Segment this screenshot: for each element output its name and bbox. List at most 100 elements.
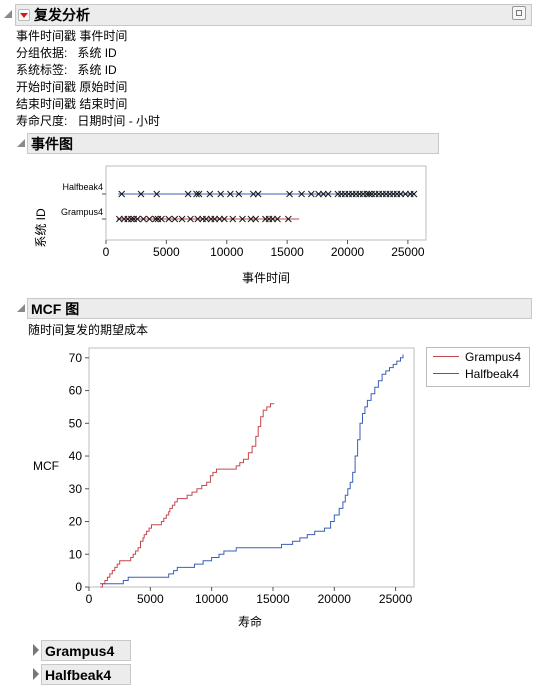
info-key: 开始时间戳 [16,80,77,94]
event-plot-marks [115,190,418,223]
report-disclosure-icon[interactable] [4,10,12,18]
halfbeak4-section-header[interactable]: Halfbeak4 [41,664,131,685]
x-tick-label: 0 [103,245,110,259]
mcf-plot-xlabel: 寿命 [238,614,262,629]
event-point [195,190,203,198]
grampus4-section-title: Grampus4 [45,642,115,659]
pin-icon[interactable] [512,6,526,20]
x-tick-label: 25000 [379,592,413,606]
event-point [171,215,179,223]
event-plot-frame [105,165,427,241]
x-tick-label: 5000 [153,245,180,259]
event-point [298,190,305,198]
mcf-plot-title: MCF 图 [31,300,80,317]
mcf-legend: Grampus4 Halfbeak4 [426,347,530,387]
event-point [216,215,223,223]
y-tick-label: Grampus4 [61,207,103,217]
event-point [235,190,243,198]
event-plot-header: 事件图 [27,133,439,154]
event-point [229,215,237,223]
event-plot-disclosure-icon[interactable] [17,139,25,147]
event-point [137,190,145,198]
mcf-plot-chart: 0 5000 10000 15000 20000 25000 0 10 20 30 40 50 60 7… [33,347,415,629]
mcf-plot-header: MCF 图 [27,298,532,319]
y-tick-label: 0 [75,580,82,594]
event-point [269,215,276,223]
event-point [252,215,260,223]
event-point [128,215,135,223]
x-tick-label: 25000 [391,245,425,259]
x-tick-label: 10000 [210,245,244,259]
x-tick-label: 0 [86,592,93,606]
event-point [402,190,409,198]
event-point [239,215,246,223]
y-tick-label: 30 [69,482,83,496]
event-point [194,215,202,223]
info-line: 分组依据: 系统 ID [16,45,117,62]
x-tick-label: 5000 [137,592,164,606]
x-tick-label: 15000 [270,245,304,259]
legend-swatch-halfbeak4 [433,373,459,374]
info-value: 结束时间 [79,97,128,111]
y-tick-label: 70 [69,351,83,365]
event-point [118,190,126,198]
info-key: 系统标签: [16,63,68,77]
mcf-plot-lines [100,354,404,588]
event-point [284,215,292,223]
event-point [184,190,192,198]
x-tick-label: 20000 [331,245,365,259]
event-point [286,190,293,198]
info-key: 事件时间戳 [16,29,77,43]
event-point [365,190,373,198]
legend-label: Grampus4 [465,349,522,364]
mcf-plot-disclosure-icon[interactable] [17,304,25,312]
event-point [153,190,161,198]
x-tick-label: 20000 [318,592,352,606]
event-point [220,215,228,223]
event-plot-x-axis: 0 5000 10000 15000 20000 25000 [103,240,425,259]
grampus4-section-header[interactable]: Grampus4 [41,640,131,661]
info-line: 系统标签: 系统 ID [16,62,117,79]
event-point [363,190,371,198]
event-point [227,190,234,198]
event-point [211,215,219,223]
event-point [140,215,147,223]
info-value: 系统 ID [77,63,117,77]
red-triangle-menu-icon[interactable] [18,9,30,21]
event-point [315,190,322,198]
legend-swatch-grampus4 [433,356,459,357]
mcf-plot-y-axis: 0 10 20 30 40 50 60 70 [69,351,89,594]
info-key: 寿命尺度: [16,114,68,128]
x-tick-label: 15000 [256,592,290,606]
mcf-plot-x-axis: 0 5000 10000 15000 20000 25000 [86,587,413,606]
event-point [249,190,257,198]
event-point [165,215,173,223]
event-point [146,215,153,223]
info-value: 系统 ID [77,46,117,60]
report-title: 复发分析 [34,7,90,23]
event-point [115,215,123,223]
y-tick-label: 50 [69,416,83,430]
halfbeak4-disclosure-icon[interactable] [33,668,39,680]
info-value: 原始时间 [79,80,128,94]
x-tick-label: 10000 [195,592,229,606]
event-point [320,190,327,198]
info-line: 事件时间戳 事件时间 [16,28,127,45]
info-key: 分组依据: [16,46,68,60]
info-key: 结束时间戳 [16,97,77,111]
event-point [193,190,200,198]
legend-item[interactable]: Halfbeak4 [427,365,529,382]
info-line: 开始时间戳 原始时间 [16,79,127,96]
event-point [187,215,194,223]
y-tick-label: Halfbeak4 [62,182,103,192]
event-point [158,215,165,223]
event-point [410,190,418,198]
event-point [217,190,225,198]
legend-label: Halfbeak4 [465,366,520,381]
grampus4-disclosure-icon[interactable] [33,644,39,656]
event-point [206,190,214,198]
y-tick-label: 60 [69,384,83,398]
event-point [324,190,332,198]
info-value: 事件时间 [79,29,128,43]
legend-item[interactable]: Grampus4 [427,348,529,365]
